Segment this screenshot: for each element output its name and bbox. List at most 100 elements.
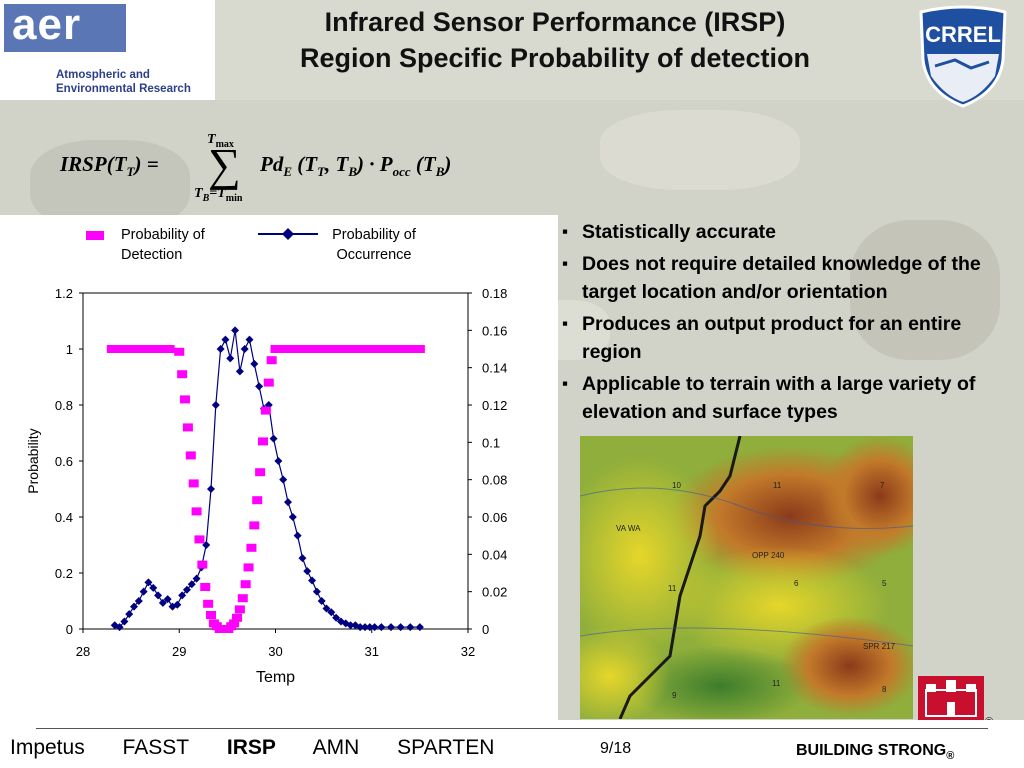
detection-point — [126, 345, 137, 353]
occurrence-point — [293, 531, 302, 540]
aer-logo-subtitle: Atmospheric and Environmental Research — [56, 69, 191, 95]
occurrence-point — [144, 578, 153, 587]
probability-chart: Probability of Detection Probability of … — [25, 227, 507, 686]
detection-point — [164, 345, 175, 353]
detection-point — [337, 345, 348, 353]
detection-point — [174, 347, 185, 356]
aer-logo-mark: aer — [4, 0, 126, 52]
y-tick-label: 1.2 — [55, 286, 73, 301]
crrel-shield-logo: CRREL — [919, 5, 1007, 108]
occurrence-point — [406, 623, 415, 632]
detection-point — [155, 345, 165, 353]
bullet-list: Statistically accurate Does not require … — [562, 218, 1017, 430]
plot-area: 0 0.2 0.4 0.6 0.8 1 1.2 0 0.02 0.04 0.06 0.08 0.1 0.1… — [25, 286, 507, 686]
x-tick-label: 31 — [365, 644, 379, 659]
occurrence-point — [341, 619, 350, 628]
occurrence-point — [149, 583, 158, 592]
detection-point — [106, 345, 117, 353]
map-label: 5 — [882, 579, 887, 588]
occurrence-point — [226, 354, 235, 363]
detection-point — [197, 560, 208, 569]
sum-lower-limit: TB=Tmin — [194, 186, 243, 204]
y2-tick-label: 0.04 — [482, 547, 507, 562]
y-tick-label: 0.2 — [55, 566, 73, 581]
building-strong-tagline: BUILDING STRONG® — [796, 742, 955, 763]
occurrence-point — [163, 595, 172, 604]
map-label: 10 — [672, 481, 681, 490]
formula-lhs-sub: T — [126, 164, 135, 180]
legend-detection-swatch — [86, 231, 104, 240]
detection-point — [200, 583, 211, 591]
occurrence-point — [178, 591, 187, 600]
occurrence-point — [361, 623, 370, 632]
sigma-symbol: ∑ — [208, 139, 241, 190]
legend-occurrence-marker — [282, 228, 294, 240]
page-title: Infrared Sensor Performance (IRSP) Regio… — [299, 7, 811, 73]
occurrence-point — [288, 513, 297, 521]
nav-impetus[interactable]: Impetus — [10, 736, 85, 759]
occurrence-point — [308, 576, 317, 585]
occurrence-point — [346, 621, 355, 630]
aer-logo: aer Atmospheric and Environmental Resear… — [0, 0, 215, 100]
detection-point — [203, 599, 214, 608]
occurrence-point — [120, 617, 129, 626]
y-axis-label: Probability — [25, 428, 41, 493]
occurrence-point — [115, 623, 124, 632]
occurrence-point — [284, 498, 293, 507]
map-label: SPR 217 — [863, 642, 896, 651]
usace-castle-logo — [918, 676, 984, 724]
crrel-logo-text: CRREL — [925, 22, 1001, 47]
castle-icon — [925, 680, 977, 717]
detection-point — [234, 605, 245, 614]
occurrence-point — [387, 623, 395, 632]
detection-point — [246, 543, 257, 552]
detection-point — [206, 611, 217, 619]
nav-sparten[interactable]: SPARTEN — [397, 736, 495, 759]
detection-point — [395, 345, 406, 353]
bullet-item: Does not require detailed knowledge of t… — [562, 250, 1017, 306]
occurrence-point — [250, 359, 259, 368]
x-tick-label: 32 — [461, 644, 475, 659]
occurrence-point — [396, 623, 405, 632]
nav-amn[interactable]: AMN — [312, 736, 360, 759]
occurrence-point — [279, 475, 288, 484]
detection-point — [328, 345, 339, 353]
occurrence-point — [377, 623, 386, 632]
detection-point — [257, 437, 268, 446]
occurrence-point — [327, 608, 336, 617]
occurrence-point — [231, 326, 240, 335]
y2-tick-label: 0.16 — [482, 323, 507, 338]
detection-point — [386, 345, 396, 353]
map-label: OPP 240 — [752, 551, 785, 560]
detection-point — [182, 423, 193, 432]
y2-tick-label: 0.06 — [482, 510, 507, 525]
detection-point — [366, 345, 377, 353]
y2-tick-label: 0.1 — [482, 435, 500, 450]
occurrence-point — [415, 623, 424, 632]
map-label: 11 — [668, 584, 677, 593]
map-label: 11 — [773, 481, 782, 490]
map-label: 6 — [794, 579, 799, 588]
detection-point — [180, 395, 191, 404]
occurrence-point — [370, 623, 379, 632]
map-label: VA WA — [616, 524, 641, 533]
occurrence-point — [332, 613, 341, 622]
detection-point — [116, 345, 127, 353]
detection-point — [414, 345, 425, 353]
detection-point — [255, 468, 266, 477]
y2-tick-label: 0.12 — [482, 398, 507, 413]
x-tick-label: 28 — [76, 644, 90, 659]
nav-irsp-current[interactable]: IRSP — [226, 736, 276, 759]
detection-point — [145, 345, 156, 353]
detection-point — [299, 345, 310, 353]
bullet-item: Produces an output product for an entire… — [562, 310, 1017, 366]
y2-tick-label: 0.02 — [482, 585, 507, 600]
occurrence-point — [130, 602, 139, 611]
occurrence-point — [211, 401, 220, 409]
y2-tick-label: 0.14 — [482, 361, 507, 376]
nav-fasst[interactable]: FASST — [122, 736, 190, 759]
detection-point — [249, 521, 260, 530]
occurrence-point — [317, 597, 326, 605]
y-tick-label: 0 — [66, 622, 73, 637]
y-tick-label: 0.6 — [55, 454, 73, 469]
